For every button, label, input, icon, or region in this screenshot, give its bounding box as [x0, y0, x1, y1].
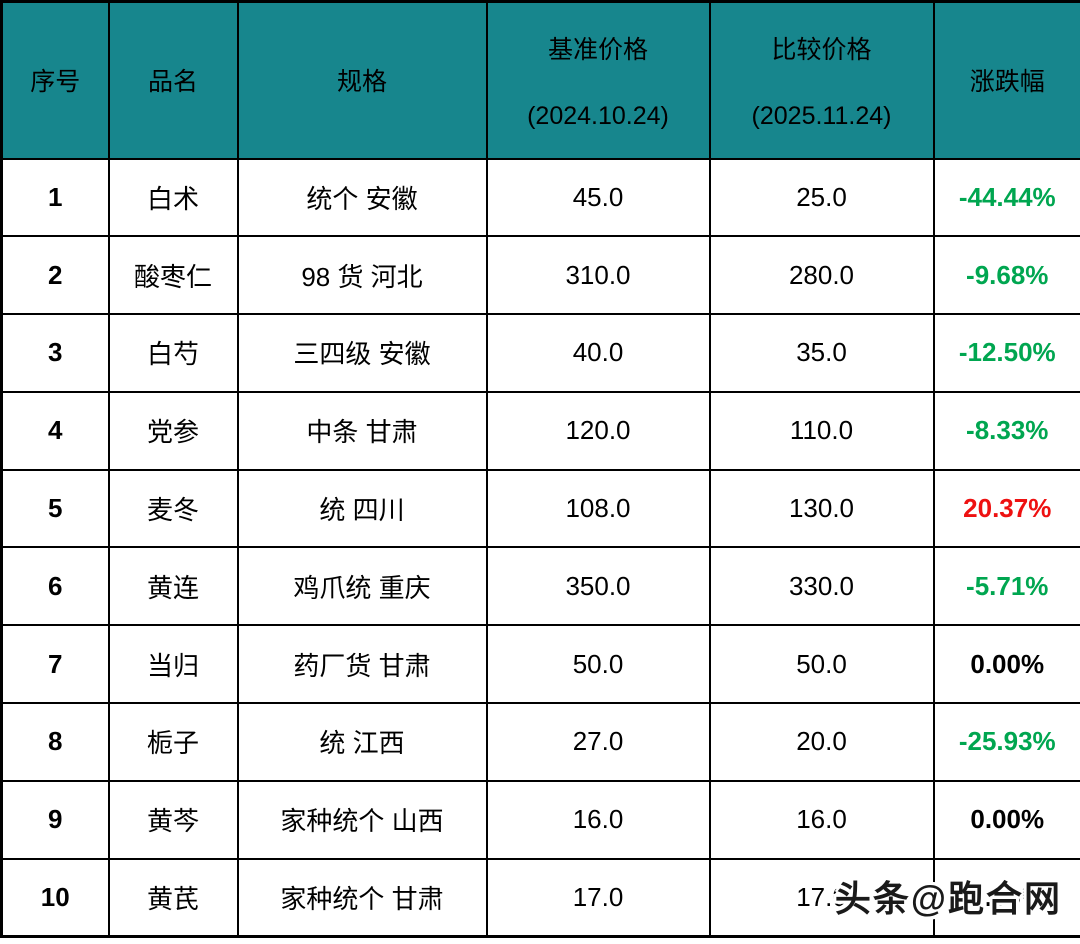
product-name-cell: 黄芩: [107, 779, 239, 860]
compare-price-cell: 330.0: [708, 546, 935, 627]
change-percent-cell: 20.37%: [932, 468, 1080, 549]
compare-price-cell: 20.0: [708, 702, 935, 782]
base-price-cell: 40.0: [485, 313, 711, 393]
base-price-cell: 17.0: [485, 857, 711, 938]
spec-cell: 统 四川: [236, 468, 488, 549]
table-row: 8 栀子统 江西 27.0 20.0 -25.93%: [0, 702, 1080, 782]
table-row: 10 黄芪 家种统个 甘肃 17.0 17.0 0.00%: [0, 857, 1080, 938]
table-row: 1 白术 统个 安徽 45.0 25.0 -44.44%: [0, 157, 1080, 238]
product-name-cell: 酸枣仁: [107, 235, 239, 316]
index-cell: 1: [0, 157, 110, 238]
index-cell: 10: [0, 857, 110, 938]
change-percent-cell: -9.68%: [932, 235, 1080, 316]
base-price-cell: 120.0: [485, 390, 711, 471]
header-compare-price-title: 比较价格: [771, 35, 872, 64]
table-row: 4 党参 中条 甘肃 120.0 110.0 -8.33%: [0, 390, 1080, 471]
product-name-cell: 党参: [107, 390, 239, 471]
header-base-price-title: 基准价格: [547, 35, 648, 64]
change-percent-cell: -44.44%: [932, 157, 1080, 238]
index-cell: 2: [0, 235, 110, 316]
base-price-cell: 50.0: [485, 624, 711, 705]
compare-price-cell: 280.0: [708, 235, 935, 316]
table-row: 9 黄芩 家种统个 山西 16.0 16.0 0.00%: [0, 779, 1080, 860]
compare-price-cell: 35.0: [708, 313, 935, 393]
base-price-cell: 310.0: [485, 235, 711, 316]
spec-cell: 中条 甘肃: [236, 390, 488, 471]
product-name-cell: 黄连: [107, 546, 239, 627]
table-row: 7 当归 药厂货 甘肃 50.0 50.0 0.00%: [0, 624, 1080, 705]
change-percent-cell: 0.00%: [932, 624, 1080, 705]
compare-price-cell: 25.0: [708, 157, 935, 238]
product-name-cell: 黄芪: [107, 857, 239, 938]
table-row: 6 黄连 鸡爪统 重庆 350.0 330.0 -5.71%: [0, 546, 1080, 627]
change-percent-cell: 0.00%: [932, 779, 1080, 860]
base-price-cell: 108.0: [485, 468, 711, 549]
change-percent-cell: -12.50%: [932, 313, 1080, 393]
index-cell: 3: [0, 313, 110, 393]
product-name-cell: 当归: [107, 624, 239, 705]
header-base-price: 基准价格 (2024.10.24): [485, 0, 711, 160]
index-cell: 4: [0, 390, 110, 471]
change-percent-cell: -8.33%: [932, 390, 1080, 471]
header-row: 序号 品名 规格 基准价格 (2024.10.24) 比较价格 (2025.11…: [0, 0, 1080, 160]
change-percent-cell: -5.71%: [932, 546, 1080, 627]
header-change: 涨跌幅: [932, 0, 1080, 160]
base-price-cell: 45.0: [485, 157, 711, 238]
header-spec: 规格: [236, 0, 488, 160]
index-cell: 8: [0, 702, 110, 782]
compare-price-cell: 16.0: [708, 779, 935, 860]
table-row: 5 麦冬统 四川 108.0 130.0 20.37%: [0, 468, 1080, 549]
header-index: 序号: [0, 0, 110, 160]
change-percent-cell: -25.93%: [932, 702, 1080, 782]
product-name-cell: 白芍: [107, 313, 239, 393]
index-cell: 7: [0, 624, 110, 705]
compare-price-cell: 50.0: [708, 624, 935, 705]
base-price-cell: 16.0: [485, 779, 711, 860]
header-product-name: 品名: [107, 0, 239, 160]
table-body: 1 白术 统个 安徽 45.0 25.0 -44.44% 2 酸枣仁 98 货 河北 310.0 2…: [0, 157, 1080, 938]
spec-cell: 统 江西: [236, 702, 488, 782]
index-cell: 5: [0, 468, 110, 549]
spec-cell: 统个 安徽: [236, 157, 488, 238]
table-row: 3 白芍 三四级 安徽 40.0 35.0 -12.50%: [0, 313, 1080, 393]
spec-cell: 家种统个 山西: [236, 779, 488, 860]
product-name-cell: 白术: [107, 157, 239, 238]
compare-price-cell: 17.0: [708, 857, 935, 938]
product-name-cell: 栀子: [107, 702, 239, 782]
base-price-cell: 350.0: [485, 546, 711, 627]
compare-price-cell: 130.0: [708, 468, 935, 549]
spec-cell: 三四级 安徽: [236, 313, 488, 393]
product-name-cell: 麦冬: [107, 468, 239, 549]
spec-cell: 鸡爪统 重庆: [236, 546, 488, 627]
header-base-price-date: (2024.10.24): [527, 101, 669, 130]
index-cell: 6: [0, 546, 110, 627]
spec-cell: 药厂货 甘肃: [236, 624, 488, 705]
compare-price-cell: 110.0: [708, 390, 935, 471]
spec-cell: 家种统个 甘肃: [236, 857, 488, 938]
spec-cell: 98 货 河北: [236, 235, 488, 316]
index-cell: 9: [0, 779, 110, 860]
base-price-cell: 27.0: [485, 702, 711, 782]
table-row: 2 酸枣仁 98 货 河北 310.0 280.0 -9.68%: [0, 235, 1080, 316]
change-percent-cell: 0.00%: [932, 857, 1080, 938]
header-compare-price: 比较价格 (2025.11.24): [708, 0, 935, 160]
header-compare-price-date: (2025.11.24): [751, 101, 892, 130]
